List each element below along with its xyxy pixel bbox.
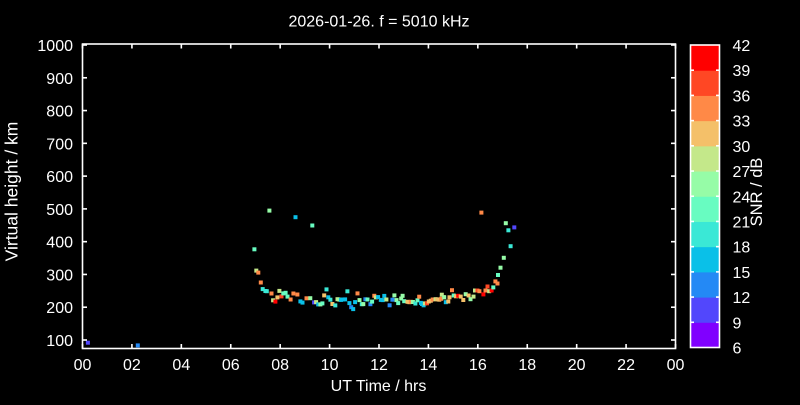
svg-text:14: 14	[420, 357, 438, 374]
svg-text:500: 500	[46, 202, 73, 219]
svg-text:36: 36	[733, 88, 751, 105]
svg-text:700: 700	[46, 136, 73, 153]
svg-text:300: 300	[46, 267, 73, 284]
svg-text:Virtual height / km: Virtual height / km	[2, 122, 22, 262]
svg-text:00: 00	[74, 357, 92, 374]
svg-text:400: 400	[46, 235, 73, 252]
svg-text:06: 06	[222, 357, 240, 374]
svg-text:12: 12	[733, 290, 751, 307]
svg-text:15: 15	[733, 265, 751, 282]
svg-text:21: 21	[733, 214, 751, 231]
svg-text:1000: 1000	[37, 38, 73, 55]
svg-text:800: 800	[46, 104, 73, 121]
svg-text:27: 27	[733, 164, 751, 181]
svg-text:16: 16	[469, 357, 487, 374]
svg-text:900: 900	[46, 71, 73, 88]
svg-text:30: 30	[733, 139, 751, 156]
svg-text:02: 02	[123, 357, 141, 374]
svg-text:10: 10	[321, 357, 339, 374]
svg-text:18: 18	[733, 240, 751, 257]
svg-text:42: 42	[733, 38, 751, 55]
svg-text:9: 9	[733, 315, 742, 332]
svg-text:04: 04	[172, 357, 190, 374]
svg-text:22: 22	[617, 357, 635, 374]
svg-text:00: 00	[667, 357, 685, 374]
svg-text:100: 100	[46, 333, 73, 350]
svg-text:08: 08	[271, 357, 289, 374]
svg-text:200: 200	[46, 300, 73, 317]
svg-text:600: 600	[46, 169, 73, 186]
svg-text:12: 12	[370, 357, 388, 374]
svg-text:SNR / dB: SNR / dB	[748, 158, 766, 227]
svg-text:18: 18	[518, 357, 536, 374]
svg-text:20: 20	[568, 357, 586, 374]
svg-text:24: 24	[733, 189, 751, 206]
svg-text:39: 39	[733, 63, 751, 80]
svg-text:6: 6	[733, 341, 742, 358]
svg-text:UT Time / hrs: UT Time / hrs	[331, 378, 427, 395]
svg-text:33: 33	[733, 114, 751, 131]
svg-text:2026-01-26. f = 5010 kHz: 2026-01-26. f = 5010 kHz	[288, 14, 469, 31]
